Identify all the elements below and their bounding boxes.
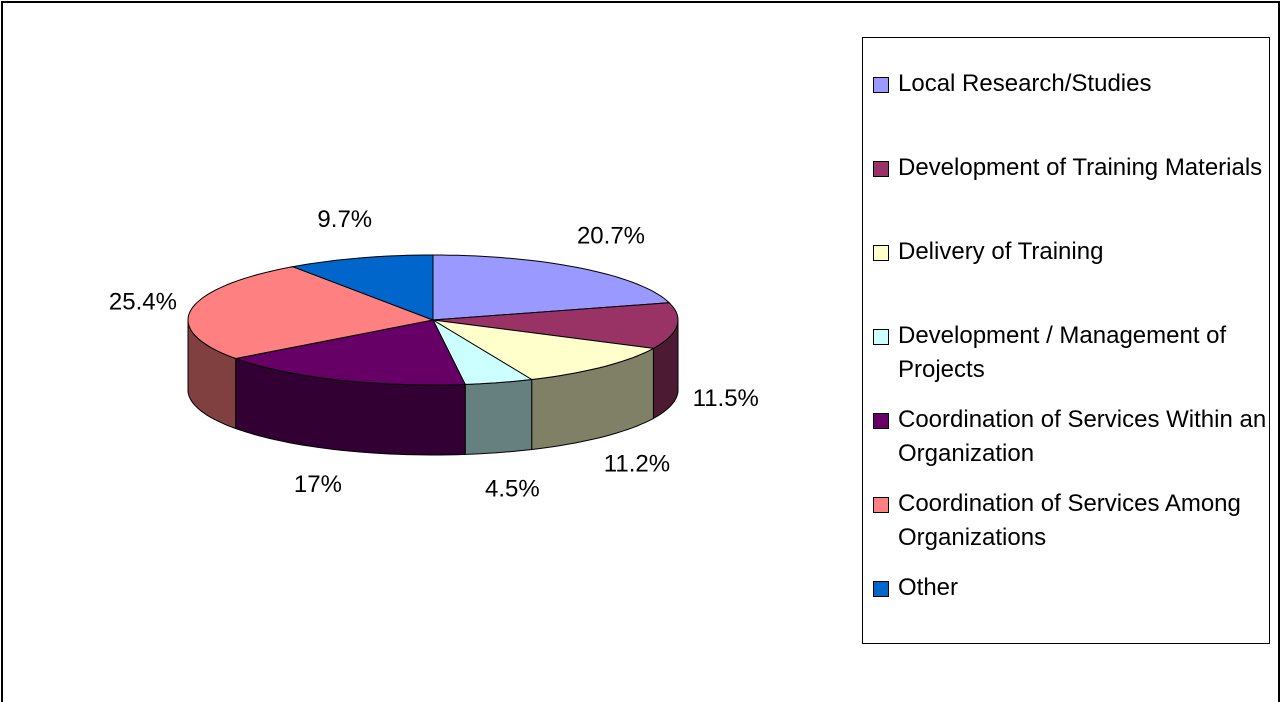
legend-entry: Delivery of Training (863, 235, 1269, 319)
legend-label: Coordination of Services Among Organizat… (898, 490, 1241, 551)
legend-swatch (873, 245, 889, 261)
legend-swatch (873, 413, 889, 429)
data-label: 4.5% (485, 475, 540, 502)
data-label: 9.7% (317, 206, 372, 233)
data-label: 11.2% (604, 450, 670, 477)
legend-swatch (873, 161, 889, 177)
legend-label: Coordination of Services Within an Organ… (898, 406, 1267, 467)
legend-swatch (873, 329, 889, 345)
slice (432, 254, 671, 321)
pie-walls (187, 319, 679, 456)
slice (432, 302, 679, 349)
slice (187, 266, 435, 360)
legend-swatch (873, 77, 889, 93)
legend-entry: Local Research/Studies (863, 67, 1269, 151)
slice-side (464, 378, 533, 455)
legend-swatch (873, 581, 889, 597)
legend-label: Delivery of Training (898, 238, 1104, 265)
data-label: 17% (294, 471, 342, 498)
legend-label: Other (898, 574, 959, 601)
legend-entry: Coordination of Services Among Organizat… (863, 487, 1269, 571)
legend-swatch (873, 497, 889, 513)
legend-entry: Development / Management of Projects (863, 319, 1269, 403)
slice (290, 254, 434, 321)
data-label: 20.7% (577, 223, 645, 250)
pie-area: 20.7% 11.5% 11.2% 4.5% 17% 25.4% 9.7% (109, 206, 759, 502)
legend-entry: Development of Training Materials (863, 151, 1269, 235)
slice (432, 319, 656, 381)
legend-entry: Coordination of Services Within an Organ… (863, 403, 1269, 487)
slice (233, 319, 466, 386)
data-label: 11.5% (693, 385, 759, 412)
legend: Local Research/Studies Development of Tra… (862, 37, 1270, 644)
legend-entry: Other (863, 571, 1269, 655)
legend-label: Local Research/Studies (898, 70, 1152, 97)
legend-label: Development / Management of Projects (898, 322, 1227, 383)
legend-label: Development of Training Materials (898, 154, 1263, 181)
data-label: 25.4% (109, 288, 177, 315)
